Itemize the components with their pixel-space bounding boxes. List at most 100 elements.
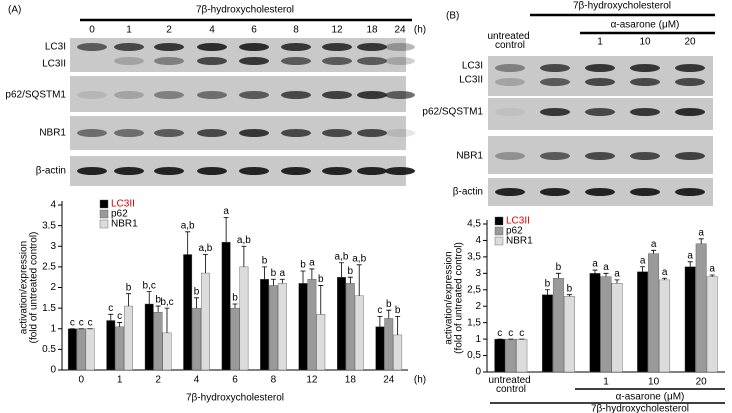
- lane-label: 10: [639, 37, 651, 48]
- error-bar: [347, 276, 353, 284]
- bar: [106, 320, 116, 371]
- error-bar: [185, 231, 191, 255]
- error-bar: [709, 274, 715, 277]
- significance-letter: a: [603, 262, 609, 273]
- bar: [375, 326, 385, 371]
- lane-unit: (h): [414, 25, 426, 36]
- significance-letter: a,b: [198, 243, 212, 254]
- significance-letter: b: [126, 282, 132, 293]
- significance-letter: b,c: [160, 297, 173, 308]
- error-bar: [126, 293, 132, 307]
- blot-band: [357, 43, 387, 51]
- y-tick-label: 3: [475, 268, 481, 279]
- blot-band: [239, 43, 269, 51]
- x-tick-label: 20: [696, 377, 708, 388]
- x-tick-label: 2: [155, 375, 161, 386]
- error-bar: [566, 294, 572, 297]
- x-axis-label: 7β-hydroxycholesterol: [186, 393, 284, 404]
- y-tick-label: 2.5: [42, 262, 56, 273]
- error-bar: [232, 303, 238, 309]
- significance-letter: b: [348, 266, 354, 277]
- error-bar: [202, 254, 208, 274]
- error-bar: [603, 272, 609, 277]
- blot-band: [585, 108, 615, 116]
- blot-band: [630, 108, 660, 116]
- significance-letter: a: [280, 268, 286, 279]
- error-bar: [164, 307, 170, 333]
- blot-band: [114, 57, 144, 65]
- error-bar: [386, 309, 392, 319]
- y-tick-label: 1.5: [42, 303, 56, 314]
- error-bar: [338, 262, 344, 278]
- significance-letter: a,b: [181, 220, 195, 231]
- bar: [115, 326, 125, 371]
- blot-band: [114, 167, 144, 175]
- significance-letter: b: [300, 260, 306, 271]
- bar: [230, 307, 240, 371]
- blot-band: [540, 64, 570, 72]
- y-tick-label: 4,5: [467, 219, 481, 230]
- blot-band: [540, 108, 570, 116]
- y-tick-label: 0,5: [467, 350, 481, 361]
- blot-band: [495, 152, 525, 160]
- error-bar: [241, 245, 247, 267]
- panel-label: (B): [446, 11, 459, 22]
- blot-row-label: LC3II: [42, 59, 66, 70]
- significance-letter: c: [377, 305, 382, 316]
- blot-band: [77, 129, 107, 137]
- error-bar: [270, 278, 276, 286]
- bar: [600, 276, 612, 373]
- blot-row-label: β-actin: [453, 187, 483, 198]
- bar: [659, 279, 671, 373]
- bar: [505, 338, 517, 373]
- blot-band: [585, 64, 615, 72]
- blot-header: 7β-hydroxycholesterol: [573, 1, 671, 12]
- error-bar: [279, 278, 285, 284]
- blot-band: [495, 78, 525, 86]
- legend-swatch: [494, 216, 504, 226]
- significance-letter: a,b: [237, 235, 251, 246]
- blot-band: [630, 64, 660, 72]
- blot-row-label: LC3II: [459, 75, 483, 86]
- legend-label: p62: [506, 226, 523, 237]
- significance-letter: b: [262, 256, 268, 267]
- significance-letter: a: [309, 258, 315, 269]
- blot-band: [495, 108, 525, 116]
- x-sublabel: α-asarone (μM): [616, 392, 685, 403]
- blot-row-label: β-actin: [36, 166, 66, 177]
- significance-letter: c: [519, 328, 524, 339]
- legend-swatch: [99, 199, 109, 209]
- error-bar: [194, 297, 200, 309]
- x-tick-label: 6: [232, 375, 238, 386]
- blot-band: [630, 78, 660, 86]
- lane-label: 24: [394, 25, 406, 36]
- lane-label: 1: [597, 37, 603, 48]
- legend-swatch: [494, 226, 504, 236]
- error-bar: [377, 315, 383, 327]
- significance-letter: c: [108, 303, 113, 314]
- blot-row-label: NBR1: [456, 151, 483, 162]
- blot-band: [585, 188, 615, 196]
- lane-label: 0: [89, 25, 95, 36]
- error-bar: [309, 268, 315, 280]
- category-label: untreated control: [488, 375, 533, 395]
- error-bar: [395, 315, 401, 335]
- significance-letter: b: [194, 286, 200, 297]
- bar: [269, 285, 278, 371]
- bar: [239, 266, 249, 371]
- blot-band: [585, 78, 615, 86]
- bar: [563, 296, 575, 373]
- blot-band: [154, 167, 184, 175]
- bar: [67, 328, 77, 371]
- blot-row-label: p62/SQSTM1: [422, 107, 483, 118]
- blot-band: [357, 129, 387, 137]
- bar: [277, 283, 287, 371]
- blot-subheader: α-asarone (μM): [611, 20, 680, 31]
- y-axis-label: (fold of untreated control): [29, 232, 40, 344]
- blot-band: [385, 43, 415, 51]
- significance-letter: c: [70, 317, 75, 328]
- blot-strip: [488, 56, 713, 96]
- significance-letter: a: [662, 267, 668, 278]
- significance-letter: b: [545, 278, 551, 289]
